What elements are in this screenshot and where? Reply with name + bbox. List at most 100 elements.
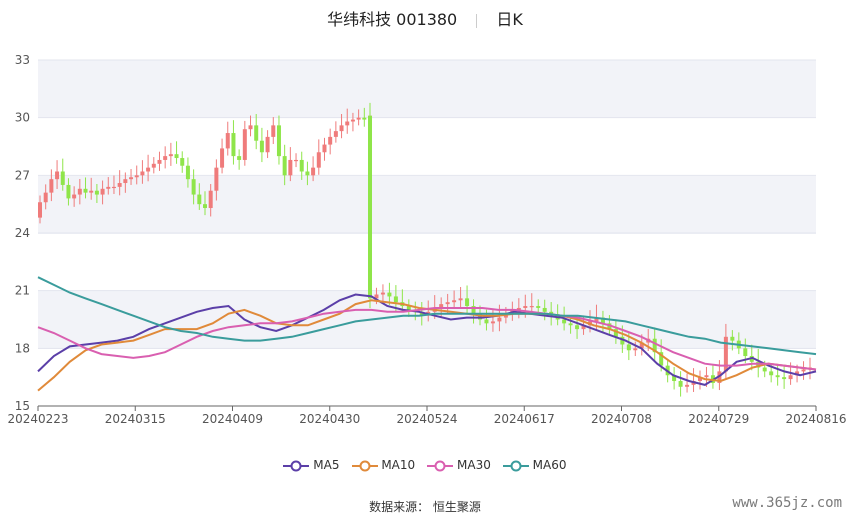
y-tick-label: 27	[15, 168, 30, 182]
candle-body	[134, 175, 139, 178]
candle-body	[100, 188, 105, 195]
candle-body	[775, 375, 780, 378]
candle-body	[140, 171, 145, 176]
legend-marker-icon	[283, 460, 310, 471]
candle-body	[191, 179, 196, 195]
candle-body	[516, 307, 521, 310]
candle-body	[66, 184, 71, 199]
ma-line-ma60	[37, 276, 817, 356]
candle-body	[339, 125, 344, 132]
x-tick-label: 20240729	[688, 412, 749, 426]
candle-body	[769, 371, 774, 376]
candle-body	[77, 188, 82, 195]
candle-body	[626, 344, 631, 351]
legend-label: MA5	[313, 458, 340, 472]
candle-body	[581, 325, 586, 330]
candle-body	[594, 317, 599, 322]
candle-body	[94, 190, 99, 195]
candle-body	[762, 367, 767, 372]
candle-body	[374, 294, 379, 299]
candle-body	[237, 156, 242, 160]
candle-body	[72, 194, 77, 199]
candle-body	[231, 133, 236, 157]
legend-marker-icon	[502, 460, 529, 471]
candle-body	[350, 119, 355, 122]
candle-body	[484, 319, 489, 324]
candle-body	[305, 171, 310, 176]
legend-item-ma10[interactable]: MA10	[351, 458, 415, 472]
legend-label: MA60	[532, 458, 567, 472]
candle-body	[620, 336, 625, 345]
candle-body	[197, 194, 202, 205]
candle-body	[678, 381, 683, 387]
candle-body	[174, 154, 179, 159]
candle-body	[38, 202, 42, 218]
candle-body	[225, 133, 230, 149]
candle-body	[106, 186, 111, 189]
candle-body	[419, 311, 424, 316]
candle-body	[600, 317, 605, 324]
candle-body	[562, 319, 567, 324]
candle-body	[220, 148, 225, 168]
watermark: www.365jz.com	[732, 495, 842, 511]
x-tick-label: 20240409	[202, 412, 263, 426]
candle-body	[471, 306, 476, 314]
candle-body	[288, 159, 293, 176]
candle-body	[788, 375, 793, 380]
candle-body	[208, 190, 213, 209]
legend-item-ma5[interactable]: MA5	[283, 458, 340, 472]
candle-body	[393, 296, 398, 303]
candle-body	[345, 121, 350, 126]
candle-body	[185, 165, 190, 180]
candle-body	[639, 342, 644, 349]
kline-chart: 15 18 21 24 27 30 33 20240223 20240315 20240409 2…	[7, 53, 846, 426]
candle-body	[271, 125, 276, 137]
candle-body	[685, 384, 690, 387]
candle-body	[328, 136, 333, 145]
candle-body	[248, 125, 253, 130]
candle-body	[322, 144, 327, 153]
candle-body	[123, 179, 128, 184]
candle-body	[163, 156, 168, 160]
candle-body	[445, 302, 450, 305]
candle-body	[536, 306, 541, 308]
candle-body	[704, 375, 709, 378]
y-tick-label: 33	[15, 53, 30, 67]
legend-item-ma30[interactable]: MA30	[427, 458, 491, 472]
plot-band	[38, 60, 816, 118]
candle-body	[801, 369, 806, 372]
candle-body	[83, 188, 88, 193]
candle-body	[168, 154, 173, 157]
candle-body	[568, 323, 573, 326]
x-tick-label: 20240708	[591, 412, 652, 426]
candle-body	[311, 167, 316, 176]
candle-body	[282, 156, 287, 176]
candle-body	[652, 338, 657, 353]
candle-body	[633, 348, 638, 351]
candle-body	[439, 304, 444, 308]
candle-body	[452, 300, 457, 303]
candle-body	[458, 298, 463, 301]
y-tick-label: 18	[15, 341, 30, 355]
x-tick-label: 20240430	[299, 412, 360, 426]
candle-body	[613, 329, 618, 337]
plot-band	[38, 291, 816, 349]
legend-item-ma60[interactable]: MA60	[502, 458, 567, 472]
legend: MA5 MA10 MA30 MA60	[0, 458, 850, 472]
candle-body	[294, 159, 299, 162]
candle-body	[316, 152, 321, 168]
candle-body	[117, 183, 122, 187]
legend-marker-icon	[351, 460, 378, 471]
x-tick-label: 20240524	[396, 412, 457, 426]
ma-line-ma30	[37, 307, 817, 371]
candle-body	[299, 159, 304, 172]
title-separator	[476, 13, 478, 28]
x-tick-label: 20240617	[494, 412, 555, 426]
chart-title: 华纬科技 001380 日K	[0, 6, 850, 30]
candle-body	[723, 336, 728, 372]
candle-body	[214, 167, 219, 191]
candle-body	[265, 136, 270, 153]
candle-body	[146, 167, 151, 172]
candle-body	[276, 125, 281, 157]
y-tick-label: 21	[15, 284, 30, 298]
